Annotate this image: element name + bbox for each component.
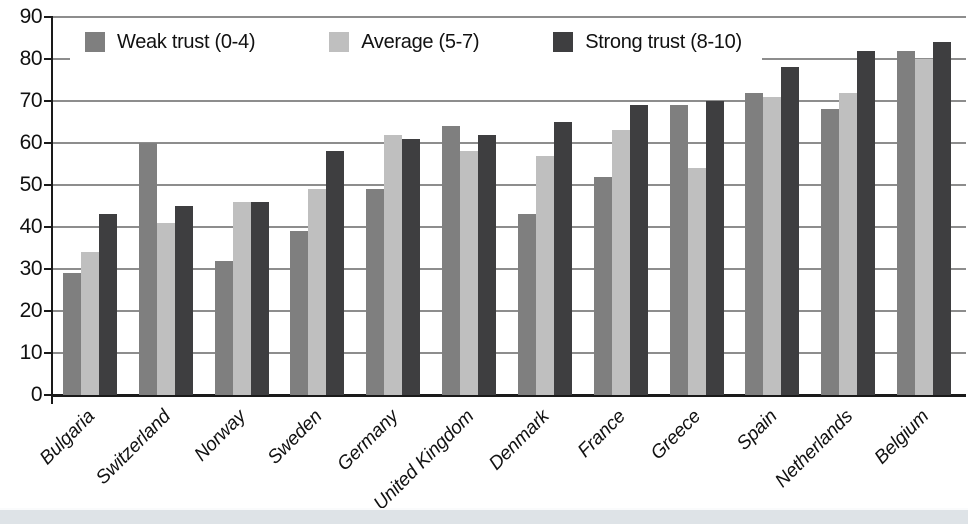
gridline-y-90 [52, 16, 966, 18]
bar-weak-trust-united-kingdom [442, 126, 461, 395]
y-axis-label-30: 30 [19, 257, 43, 280]
bar-strong-trust-bulgaria [98, 214, 117, 395]
legend-label-average: Average (5-7) [361, 30, 480, 53]
bar-weak-trust-sweden [290, 231, 309, 395]
x-axis-line [51, 394, 966, 397]
gridline-y-40 [52, 226, 966, 228]
y-axis-label-60: 60 [19, 131, 43, 154]
y-axis-label-70: 70 [19, 89, 43, 112]
bar-strong-trust-netherlands [857, 50, 876, 395]
y-axis-label-0: 0 [30, 383, 43, 406]
y-axis-line [51, 16, 53, 404]
y-axis-label-90: 90 [19, 5, 43, 28]
bar-average-netherlands [839, 92, 858, 395]
legend-item-average: Average (5-7) [329, 30, 480, 54]
x-axis-label-bulgaria: Bulgaria [35, 406, 99, 470]
legend-label-strong-trust: Strong trust (8-10) [585, 30, 742, 53]
bar-strong-trust-spain [781, 67, 800, 395]
gridline-y-30 [52, 268, 966, 270]
x-axis-label-greece: Greece [647, 406, 706, 465]
bar-average-bulgaria [80, 252, 99, 395]
bar-average-switzerland [156, 222, 175, 395]
chart-legend: Weak trust (0-4) Average (5-7) Strong trus… [70, 21, 762, 63]
bar-strong-trust-belgium [933, 42, 952, 395]
y-axis-label-80: 80 [19, 47, 43, 70]
y-tick-mark-30 [44, 268, 52, 270]
bar-average-france [611, 130, 630, 395]
bar-strong-trust-france [629, 105, 648, 395]
bar-average-sweden [308, 189, 327, 395]
x-axis-label-switzerland: Switzerland [91, 406, 175, 489]
bar-weak-trust-denmark [517, 214, 536, 395]
bar-weak-trust-switzerland [138, 143, 157, 395]
bar-weak-trust-germany [366, 189, 385, 395]
legend-swatch-average [329, 32, 350, 52]
bar-strong-trust-united-kingdom [478, 134, 497, 395]
x-axis-label-spain: Spain [732, 406, 782, 455]
bar-average-norway [232, 201, 251, 395]
legend-swatch-weak-trust [85, 32, 105, 52]
gridline-y-60 [52, 142, 966, 144]
y-tick-mark-20 [44, 310, 52, 312]
x-axis-label-belgium: Belgium [870, 406, 933, 469]
gridline-y-50 [52, 184, 966, 186]
y-tick-mark-40 [44, 226, 52, 228]
bar-strong-trust-denmark [553, 122, 572, 395]
bar-average-germany [384, 134, 403, 395]
y-tick-mark-60 [44, 142, 52, 144]
gridline-y-10 [52, 352, 966, 354]
bar-average-united-kingdom [460, 151, 479, 395]
bar-weak-trust-france [593, 176, 612, 395]
bar-weak-trust-belgium [897, 50, 916, 395]
x-axis-label-netherlands: Netherlands [771, 406, 858, 492]
bar-weak-trust-bulgaria [62, 273, 81, 395]
x-axis-label-germany: Germany [332, 406, 403, 476]
legend-label-weak-trust: Weak trust (0-4) [117, 30, 256, 53]
x-axis-label-denmark: Denmark [485, 406, 554, 475]
bar-weak-trust-greece [669, 105, 688, 395]
legend-item-weak-trust: Weak trust (0-4) [85, 30, 256, 54]
window-bottom-strip [0, 508, 968, 524]
y-tick-mark-70 [44, 100, 52, 102]
gridline-y-70 [52, 100, 966, 102]
bar-strong-trust-sweden [326, 151, 345, 395]
y-tick-mark-10 [44, 352, 52, 354]
bar-average-belgium [915, 59, 934, 395]
bar-strong-trust-switzerland [174, 206, 193, 395]
bar-average-denmark [535, 155, 554, 395]
y-axis-label-10: 10 [19, 341, 43, 364]
y-tick-mark-0 [44, 394, 52, 396]
y-axis-label-40: 40 [19, 215, 43, 238]
bar-strong-trust-greece [705, 101, 724, 395]
y-tick-mark-90 [44, 16, 52, 18]
gridline-y-20 [52, 310, 966, 312]
legend-swatch-strong-trust [553, 32, 574, 52]
y-axis-label-20: 20 [19, 299, 43, 322]
x-axis-label-sweden: Sweden [263, 406, 327, 469]
bar-weak-trust-netherlands [821, 109, 840, 395]
y-tick-mark-50 [44, 184, 52, 186]
legend-item-strong-trust: Strong trust (8-10) [553, 31, 742, 54]
y-tick-mark-80 [44, 58, 52, 60]
bar-strong-trust-norway [250, 201, 269, 395]
bar-strong-trust-germany [402, 138, 421, 395]
bar-weak-trust-spain [745, 92, 764, 395]
y-axis-label-50: 50 [19, 173, 43, 196]
bar-weak-trust-norway [214, 260, 233, 395]
bar-average-greece [687, 168, 706, 395]
x-axis-label-norway: Norway [190, 406, 251, 466]
bar-average-spain [763, 96, 782, 395]
x-axis-label-france: France [573, 406, 630, 462]
